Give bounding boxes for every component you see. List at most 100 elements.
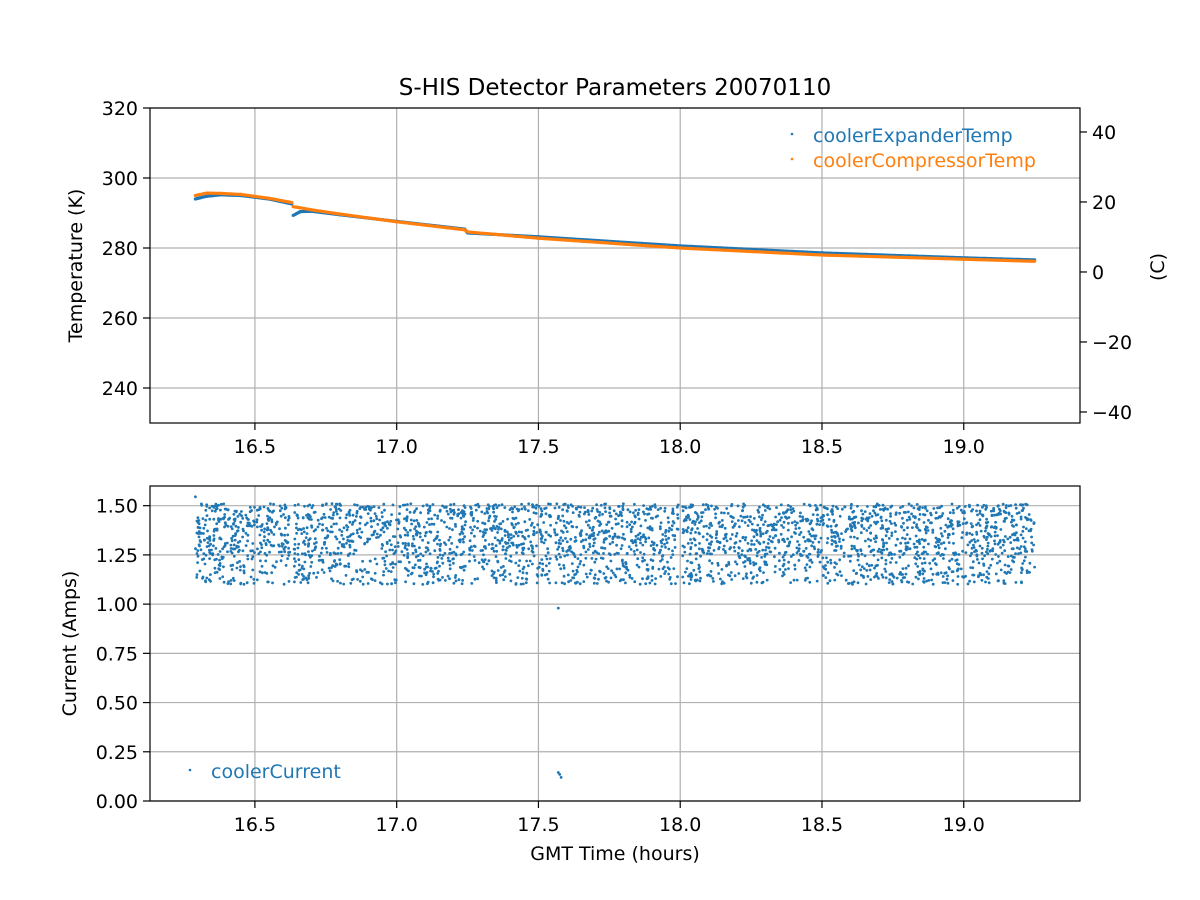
data-point (593, 537, 597, 540)
data-point (610, 526, 614, 530)
data-point (730, 533, 734, 536)
data-point (448, 577, 451, 581)
data-point (998, 559, 1002, 563)
data-point (879, 527, 883, 530)
data-point (592, 581, 596, 585)
data-point (906, 526, 909, 530)
data-point (468, 553, 471, 556)
data-point (474, 508, 478, 512)
data-point (1014, 503, 1017, 506)
data-point (396, 545, 400, 548)
data-point (915, 557, 919, 561)
data-point (559, 519, 562, 522)
data-point (287, 546, 290, 550)
data-point (980, 578, 984, 582)
data-point (208, 517, 212, 521)
data-point (310, 524, 313, 528)
data-point (698, 565, 701, 569)
data-point (900, 580, 904, 584)
bottom-x-tick-label: 18.5 (801, 814, 843, 836)
data-point (363, 568, 367, 571)
data-point (531, 547, 534, 550)
data-point (715, 532, 719, 536)
data-point (327, 566, 331, 570)
data-point (233, 519, 237, 523)
data-point (629, 530, 633, 534)
data-point (856, 549, 859, 552)
data-point (880, 519, 884, 523)
data-point (196, 516, 200, 520)
data-point (212, 534, 216, 537)
data-point (462, 568, 466, 572)
data-point (802, 549, 806, 553)
data-point (923, 561, 927, 565)
data-point (371, 578, 374, 581)
data-point (747, 518, 751, 522)
data-point (487, 519, 490, 523)
data-point (397, 560, 401, 564)
data-point (345, 513, 349, 517)
data-point (306, 544, 310, 548)
data-point (927, 542, 930, 546)
data-point (369, 519, 373, 523)
data-point (985, 550, 988, 554)
data-point (867, 516, 871, 519)
data-point (611, 540, 615, 544)
data-point (899, 571, 902, 574)
data-point (685, 567, 689, 570)
data-point (293, 552, 297, 555)
data-point (603, 506, 607, 510)
data-point (619, 547, 623, 551)
data-point (331, 564, 335, 568)
data-point (252, 578, 256, 581)
data-point (892, 575, 896, 579)
data-point (226, 550, 229, 554)
data-point (717, 572, 721, 575)
data-point (336, 552, 340, 555)
data-point (595, 508, 599, 511)
data-point (718, 520, 721, 524)
data-point (654, 577, 657, 580)
data-point (999, 528, 1003, 531)
data-point (847, 517, 851, 521)
data-point (325, 546, 328, 550)
data-point (588, 542, 591, 546)
data-point (653, 582, 657, 586)
data-point (248, 505, 252, 509)
data-point (782, 520, 786, 524)
data-point (230, 539, 234, 543)
data-point (532, 526, 536, 529)
series-coolerCompressorTemp (193, 191, 1037, 263)
data-point (749, 581, 753, 585)
data-point (361, 505, 365, 509)
data-point (271, 581, 274, 585)
data-point (1012, 525, 1015, 528)
data-point (857, 554, 860, 558)
data-point (348, 508, 352, 512)
data-point (422, 525, 426, 529)
data-point (722, 544, 726, 548)
data-point (461, 509, 464, 513)
data-point (782, 562, 786, 566)
top-y-tick-label: 300 (102, 168, 138, 190)
data-point (732, 546, 736, 549)
data-point (918, 569, 922, 573)
data-point (932, 507, 936, 510)
data-point (975, 530, 978, 534)
data-point (921, 551, 925, 555)
data-point (743, 560, 747, 563)
data-point (270, 571, 274, 575)
data-point (406, 533, 410, 537)
data-point (232, 543, 236, 547)
data-point (316, 518, 320, 522)
data-point (882, 544, 885, 548)
data-point (901, 536, 904, 540)
data-point (451, 528, 454, 532)
data-point (585, 533, 588, 536)
data-point (628, 573, 632, 577)
data-point (984, 526, 988, 530)
data-point (768, 507, 772, 511)
data-point (584, 556, 588, 560)
data-point (429, 530, 433, 534)
data-point (926, 552, 929, 556)
